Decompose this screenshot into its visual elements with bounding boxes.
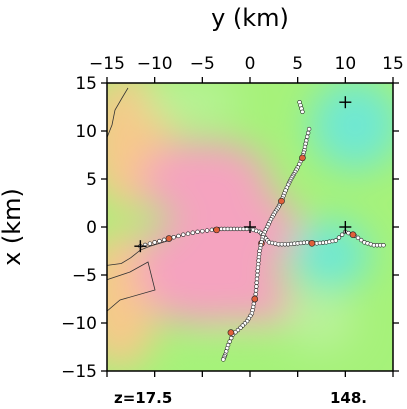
station-node (255, 272, 260, 278)
highlight-node (213, 226, 220, 234)
station-node (254, 284, 259, 289)
y-tick-label: 0 (86, 218, 97, 238)
footer-value-label: 148. (330, 389, 367, 407)
x-tick-label: 5 (292, 54, 303, 74)
depth-label: z=17.5 (114, 389, 172, 407)
highlight-node (227, 329, 235, 336)
x-tick-label: −5 (190, 54, 215, 74)
highlight-node (308, 240, 316, 247)
station-node (305, 130, 311, 136)
station-node (227, 339, 232, 344)
station-node (190, 230, 196, 235)
station-node (306, 126, 312, 132)
station-node (162, 237, 167, 243)
station-node (253, 288, 259, 293)
station-node (171, 235, 176, 240)
highlight-node (349, 231, 357, 238)
station-node (256, 261, 261, 267)
station-node (381, 243, 386, 248)
station-node (195, 229, 200, 235)
highlight-node (251, 295, 259, 303)
plus-marker (134, 240, 147, 253)
y-tick-label: −5 (72, 266, 97, 286)
plus-marker (339, 96, 352, 109)
y-axis-ticks: −15 −10 −5 0 5 10 15 (61, 74, 399, 382)
highlight-node (299, 154, 306, 162)
coastline-line (107, 261, 156, 312)
station-node (200, 228, 205, 234)
highlight-node (278, 197, 285, 205)
y-axis-title: x (km) (0, 188, 26, 266)
y-tick-label: 5 (86, 170, 97, 190)
station-node (255, 268, 260, 274)
y-tick-label: 10 (75, 122, 97, 142)
x-tick-label: 10 (335, 54, 357, 74)
station-node (359, 237, 364, 243)
y-tick-label: 15 (75, 74, 97, 94)
station-node (254, 276, 260, 282)
station-node (336, 235, 342, 240)
x-tick-label: −15 (89, 54, 125, 74)
station-node (204, 228, 210, 233)
plus-marker (339, 221, 352, 233)
velocity-field (107, 83, 393, 371)
x-axis-ticks: −15 −10 −5 0 5 10 15 (89, 54, 404, 377)
station-node (255, 265, 261, 270)
plus-marker (244, 221, 256, 233)
station-node (221, 357, 226, 362)
station-node (254, 280, 259, 285)
coastline-line (107, 87, 129, 139)
station-markers (134, 96, 352, 253)
station-node (355, 235, 361, 241)
station-node (157, 238, 162, 244)
station-node (333, 238, 338, 243)
highlight-node (165, 235, 173, 242)
station-node (256, 258, 261, 263)
y-tick-label: −10 (61, 314, 97, 334)
station-node (152, 240, 157, 245)
x-tick-label: −10 (137, 54, 173, 74)
x-axis-title: y (km) (211, 4, 289, 32)
station-node (147, 241, 153, 246)
x-tick-label: 15 (382, 54, 404, 74)
station-node (305, 134, 310, 139)
station-node (300, 109, 305, 115)
station-node (339, 232, 345, 237)
station-node (229, 335, 234, 341)
x-tick-label: 0 (245, 54, 256, 74)
station-profiles (138, 99, 386, 362)
station-node (176, 233, 181, 239)
y-tick-label: −15 (61, 362, 97, 382)
station-node (181, 232, 186, 237)
station-node (185, 231, 191, 236)
